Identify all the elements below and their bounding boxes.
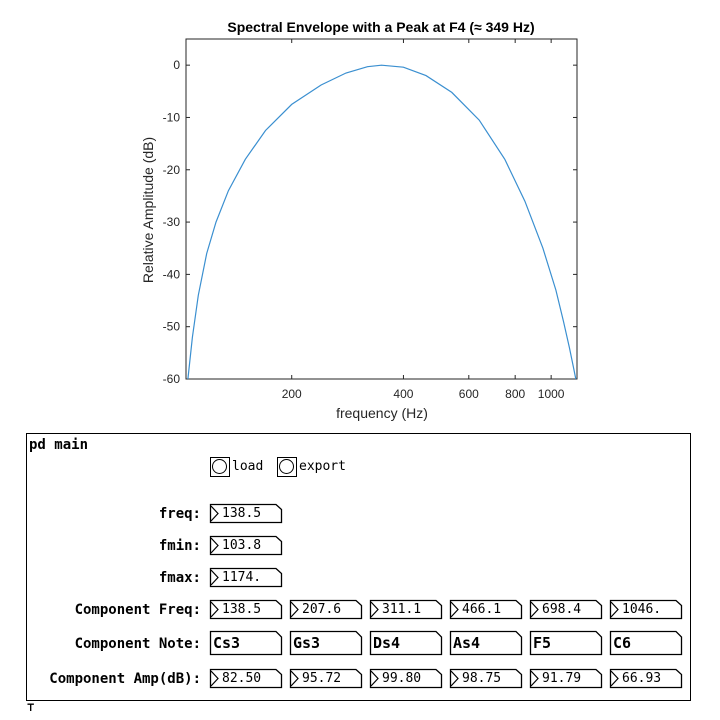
- component-amp-box[interactable]: 95.72: [289, 668, 363, 689]
- component-note-box[interactable]: C6: [609, 630, 683, 656]
- component-note-value: C6: [613, 634, 632, 652]
- load-bang[interactable]: [210, 457, 230, 477]
- component-amp-box[interactable]: 98.75: [449, 668, 523, 689]
- envelope-line: [187, 64, 577, 380]
- component-note-box[interactable]: Ds4: [369, 630, 443, 656]
- component-note-box[interactable]: Cs3: [209, 630, 283, 656]
- x-axis-label: frequency (Hz): [336, 405, 428, 421]
- component-freq-value: 311.1: [382, 602, 422, 617]
- component-note-label: Component Note:: [74, 636, 201, 652]
- x-tick-label: 600: [459, 387, 479, 401]
- x-tick-label: 200: [282, 387, 302, 401]
- plot-area: [185, 38, 578, 380]
- component-amp-box[interactable]: 91.79: [529, 668, 603, 689]
- x-tick-label: 1000: [538, 387, 565, 401]
- component-freq-box[interactable]: 1046.: [609, 599, 683, 620]
- component-amp-value: 98.75: [462, 671, 502, 686]
- export-bang[interactable]: [277, 457, 297, 477]
- x-axis: 200 400 600 800 1000: [282, 39, 565, 401]
- component-note-box[interactable]: F5: [529, 630, 603, 656]
- spectral-envelope-chart: Spectral Envelope with a Peak at F4 (≈ 3…: [140, 19, 578, 421]
- component-freq-value: 698.4: [542, 602, 582, 617]
- component-freq-value: 138.5: [222, 602, 262, 617]
- component-freq-box[interactable]: 207.6: [289, 599, 363, 620]
- component-freq-label: Component Freq:: [74, 602, 201, 618]
- component-amp-label: Component Amp(dB):: [49, 671, 201, 687]
- freq-number-box[interactable]: 138.5: [209, 503, 283, 524]
- y-tick-label: -50: [163, 320, 181, 334]
- fmin-number-box[interactable]: 103.8: [209, 535, 283, 556]
- y-tick-label: 0: [173, 58, 180, 72]
- bang-circle-icon: [212, 459, 227, 474]
- component-freq-box[interactable]: 698.4: [529, 599, 603, 620]
- component-note-value: Gs3: [293, 634, 321, 652]
- component-note-value: Cs3: [213, 634, 241, 652]
- bang-circle-icon: [279, 459, 294, 474]
- fmax-value: 1174.: [222, 570, 262, 585]
- y-axis-label: Relative Amplitude (dB): [140, 137, 156, 283]
- export-label: export: [299, 459, 346, 474]
- component-note-box[interactable]: Gs3: [289, 630, 363, 656]
- y-tick-label: -10: [163, 110, 181, 124]
- component-freq-value: 466.1: [462, 602, 502, 617]
- chart-title: Spectral Envelope with a Peak at F4 (≈ 3…: [227, 19, 534, 35]
- component-amp-value: 95.72: [302, 671, 342, 686]
- component-amp-value: 99.80: [382, 671, 422, 686]
- y-axis: 0 -10 -20 -30 -40 -50 -60: [163, 58, 577, 386]
- x-tick-label: 800: [505, 387, 525, 401]
- fmin-value: 103.8: [222, 538, 262, 553]
- pd-main-panel: pd main load export freq: 138.5 fmin: 10…: [26, 433, 691, 701]
- y-tick-label: -30: [163, 215, 181, 229]
- component-amp-value: 91.79: [542, 671, 582, 686]
- fmin-label: fmin:: [158, 538, 201, 554]
- fmax-label: fmax:: [158, 570, 201, 586]
- component-freq-box[interactable]: 466.1: [449, 599, 523, 620]
- component-freq-box[interactable]: 311.1: [369, 599, 443, 620]
- freq-value: 138.5: [222, 506, 262, 521]
- fmax-number-box[interactable]: 1174.: [209, 567, 283, 588]
- component-amp-box[interactable]: 99.80: [369, 668, 443, 689]
- component-note-value: As4: [453, 634, 481, 652]
- text-cursor-icon: ⊤: [27, 700, 35, 714]
- component-freq-box[interactable]: 138.5: [209, 599, 283, 620]
- component-note-box[interactable]: As4: [449, 630, 523, 656]
- freq-label: freq:: [158, 506, 201, 522]
- y-tick-label: -20: [163, 163, 181, 177]
- component-amp-value: 66.93: [622, 671, 662, 686]
- component-amp-box[interactable]: 82.50: [209, 668, 283, 689]
- load-label: load: [232, 459, 264, 474]
- component-note-value: F5: [533, 634, 552, 652]
- component-amp-value: 82.50: [222, 671, 262, 686]
- y-tick-label: -60: [163, 372, 181, 386]
- component-note-value: Ds4: [373, 634, 401, 652]
- component-amp-box[interactable]: 66.93: [609, 668, 683, 689]
- component-freq-value: 1046.: [622, 602, 662, 617]
- x-tick-label: 400: [393, 387, 413, 401]
- pd-window-title: pd main: [29, 437, 89, 453]
- y-tick-label: -40: [163, 267, 181, 281]
- component-freq-value: 207.6: [302, 602, 342, 617]
